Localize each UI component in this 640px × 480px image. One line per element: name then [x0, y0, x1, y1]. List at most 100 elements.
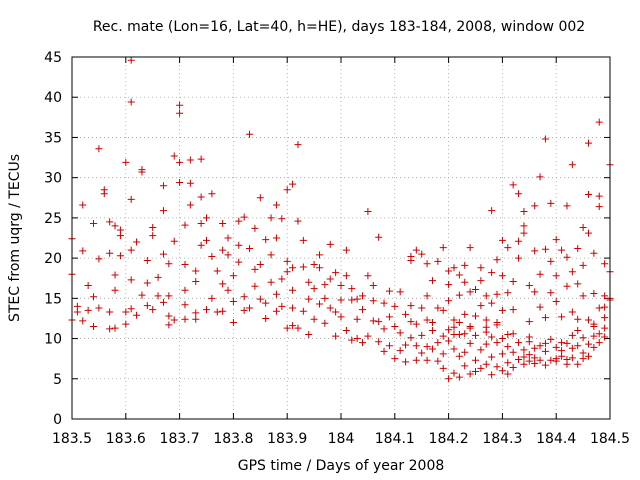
data-point: [552, 355, 560, 363]
data-point: [256, 194, 264, 202]
data-point: [246, 304, 254, 312]
data-point: [568, 161, 576, 169]
data-point: [579, 292, 587, 300]
data-point: [445, 297, 453, 305]
data-point: [143, 279, 151, 287]
data-point: [122, 308, 130, 316]
data-point: [197, 241, 205, 249]
data-point: [111, 286, 119, 294]
data-point: [310, 285, 318, 293]
data-point: [326, 240, 334, 248]
data-point: [579, 334, 587, 342]
data-point: [133, 238, 141, 246]
data-point: [111, 324, 119, 332]
data-point: [568, 331, 576, 339]
data-point: [531, 288, 539, 296]
data-point: [283, 257, 291, 265]
data-point: [515, 355, 523, 363]
data-point: [563, 360, 571, 368]
data-point: [541, 245, 549, 253]
data-point: [412, 320, 420, 328]
data-point: [256, 295, 264, 303]
data-point: [203, 214, 210, 222]
data-point: [461, 362, 469, 370]
data-point: [418, 349, 426, 357]
data-point: [289, 264, 297, 272]
chart-title: Rec. mate (Lon=16, Lat=40, h=HE), days 1…: [93, 19, 585, 35]
data-point: [461, 348, 469, 356]
data-point: [595, 203, 603, 211]
data-point: [348, 336, 356, 344]
data-point: [531, 202, 539, 210]
data-point: [450, 369, 458, 377]
y-tick-label: 20: [44, 251, 62, 267]
data-point: [149, 306, 157, 314]
data-point: [159, 298, 167, 306]
data-point: [574, 360, 582, 368]
data-point: [450, 316, 458, 324]
data-point: [332, 308, 340, 316]
data-point: [428, 318, 436, 326]
data-point: [111, 222, 119, 230]
data-point: [504, 359, 512, 367]
data-point: [127, 98, 135, 106]
data-point: [509, 348, 517, 356]
data-point: [488, 269, 496, 277]
data-point: [106, 249, 114, 257]
data-point: [455, 373, 463, 381]
data-point: [472, 331, 479, 339]
data-point: [563, 339, 571, 347]
data-point: [380, 347, 388, 355]
data-point: [235, 241, 243, 249]
data-point: [563, 202, 571, 210]
data-point: [326, 304, 334, 312]
data-point: [536, 342, 544, 350]
data-point: [208, 253, 216, 261]
data-point: [332, 332, 340, 340]
data-point: [337, 281, 345, 289]
data-point: [601, 333, 609, 341]
data-point: [477, 277, 485, 285]
data-point: [552, 298, 560, 306]
data-point: [396, 329, 404, 337]
data-point: [552, 236, 560, 244]
data-point: [294, 217, 302, 225]
data-point: [418, 331, 426, 339]
x-tick-label: 184.4: [536, 431, 576, 447]
y-tick-label: 25: [44, 211, 62, 227]
data-point: [498, 236, 506, 244]
data-point: [493, 363, 501, 371]
data-point: [197, 220, 205, 228]
data-point: [278, 275, 286, 283]
data-point: [434, 357, 442, 365]
data-point: [116, 252, 124, 260]
data-point: [272, 307, 280, 315]
data-point: [396, 288, 404, 296]
data-point: [439, 364, 447, 372]
data-point: [563, 282, 571, 290]
data-point: [267, 214, 275, 222]
data-point: [385, 313, 393, 321]
x-tick-label: 184.3: [482, 431, 522, 447]
data-point: [176, 158, 184, 166]
data-point: [359, 339, 367, 347]
data-point: [525, 333, 533, 341]
data-point: [127, 195, 135, 203]
data-point: [181, 221, 189, 229]
data-point: [407, 302, 415, 310]
data-point: [127, 56, 135, 64]
data-point: [515, 254, 523, 262]
data-point: [547, 199, 555, 207]
data-point: [294, 141, 302, 149]
data-point: [176, 101, 184, 109]
data-point: [181, 286, 189, 294]
data-point: [450, 323, 458, 331]
data-point: [595, 118, 603, 126]
data-point: [509, 330, 517, 338]
data-point: [197, 155, 205, 163]
data-point: [450, 264, 458, 272]
y-tick-label: 0: [53, 412, 62, 428]
data-point: [574, 315, 582, 323]
data-point: [203, 306, 210, 314]
